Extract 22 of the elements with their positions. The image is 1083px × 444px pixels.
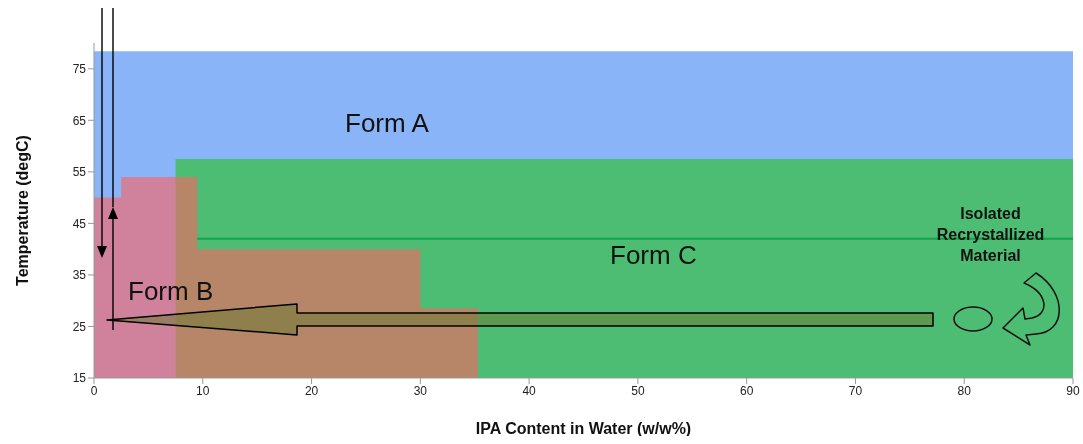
y-tick-label: 65	[72, 113, 87, 128]
series-label: Form A	[345, 108, 429, 139]
x-tick-label: 40	[522, 383, 537, 398]
series-label: Form C	[610, 240, 697, 271]
x-tick-label: 80	[957, 383, 972, 398]
x-tick-label: 30	[413, 383, 428, 398]
x-tick-label: 60	[739, 383, 754, 398]
annotation: Isolated Recrystallized Material	[935, 204, 1046, 266]
x-tick-label: 70	[848, 383, 863, 398]
y-tick-label: 25	[72, 319, 87, 334]
y-axis-title: Temperature (degC)	[13, 135, 31, 286]
y-tick-label: 35	[72, 268, 87, 283]
x-tick-label: 0	[90, 383, 98, 398]
y-tick-label: 55	[72, 165, 87, 180]
y-tick-label: 75	[72, 62, 87, 77]
x-tick-label: 90	[1066, 383, 1080, 398]
x-tick-label: 50	[631, 383, 645, 398]
x-tick-label: 20	[304, 383, 319, 398]
y-tick-label: 15	[72, 371, 87, 386]
y-tick-label: 45	[72, 216, 87, 231]
x-tick-label: 10	[196, 383, 210, 398]
series-label: Form B	[128, 276, 214, 307]
